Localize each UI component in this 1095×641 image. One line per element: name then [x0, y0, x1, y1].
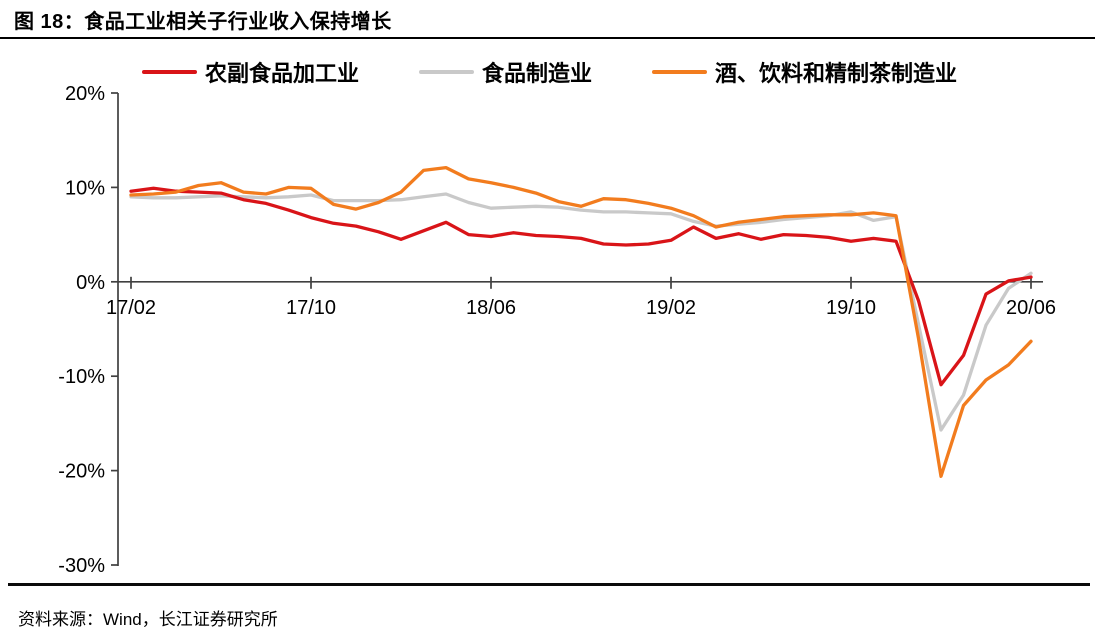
series-line-red [129, 186, 1033, 387]
x-tick-label: 18/06 [466, 297, 516, 319]
legend-item-agri-food-processing: 农副食品加工业 [142, 56, 359, 88]
legend-label: 食品制造业 [482, 61, 593, 86]
x-tick-label: 19/02 [646, 297, 696, 319]
legend-label: 农副食品加工业 [205, 61, 360, 86]
source-note: 资料来源：Wind，长江证券研究所 [18, 610, 278, 629]
x-tick-label: 17/10 [286, 297, 336, 319]
y-tick-label: 20% [65, 83, 105, 105]
legend-item-wine-beverage-tea: 酒、饮料和精制茶制造业 [652, 56, 957, 88]
y-tick-label: -20% [58, 461, 105, 483]
figure-title: 图 18：食品工业相关子行业收入保持增长 [14, 11, 392, 33]
legend-line-swatch-gray [419, 70, 475, 74]
y-tick-label: 0% [76, 272, 105, 294]
y-tick-label: -10% [58, 366, 105, 388]
legend-line-swatch-orange [652, 70, 708, 74]
series-line-gray [129, 192, 1033, 432]
series-line-orange [129, 165, 1033, 478]
chart-legend: 农副食品加工业 食品制造业 酒、饮料和精制茶制造业 [142, 56, 957, 88]
x-tick-label: 19/10 [826, 297, 876, 319]
x-tick-label: 17/02 [106, 297, 156, 319]
x-tick-label: 20/06 [1006, 297, 1056, 319]
title-divider [0, 37, 1095, 39]
legend-line-swatch-red [142, 70, 197, 74]
y-tick-label: 10% [65, 177, 105, 199]
legend-label: 酒、饮料和精制茶制造业 [715, 61, 958, 86]
bottom-divider [8, 583, 1090, 586]
y-tick-label: -30% [58, 555, 105, 577]
legend-item-food-manufacturing: 食品制造业 [419, 56, 592, 88]
